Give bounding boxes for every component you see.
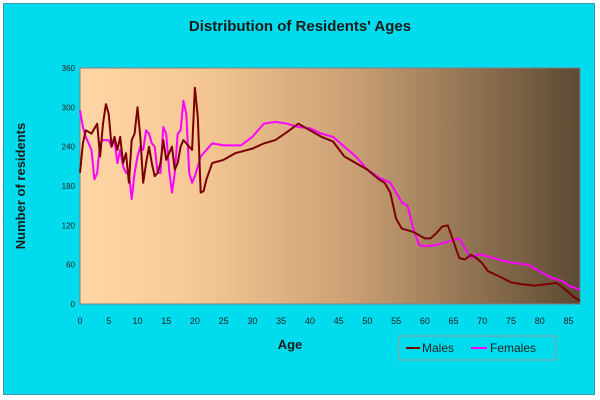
x-tick-label: 40 — [305, 316, 315, 326]
x-tick-label: 75 — [506, 316, 516, 326]
y-tick-label: 0 — [71, 300, 76, 309]
y-tick-label: 300 — [62, 103, 76, 112]
legend-males-label: Males — [422, 341, 454, 355]
y-axis-label: Number of residents — [13, 123, 28, 249]
y-tick-label: 360 — [62, 64, 76, 73]
x-tick-label: 10 — [132, 316, 142, 326]
chart-title: Distribution of Residents' Ages — [189, 18, 411, 35]
x-tick-label: 85 — [563, 316, 573, 326]
y-tick-label: 60 — [66, 261, 75, 270]
plot-area — [79, 67, 581, 305]
x-tick-label: 25 — [219, 316, 229, 326]
x-tick-label: 35 — [276, 316, 286, 326]
x-tick-label: 50 — [362, 316, 372, 326]
legend-box — [398, 335, 557, 361]
x-axis-label: Age — [278, 337, 303, 352]
y-tick-label: 120 — [62, 221, 76, 230]
x-tick-label: 60 — [420, 316, 430, 326]
x-tick-label: 0 — [77, 316, 82, 326]
series-line-females — [79, 99, 581, 291]
x-tick-label: 5 — [106, 316, 111, 326]
x-tick-label: 45 — [334, 316, 344, 326]
x-tick-label: 55 — [391, 316, 401, 326]
legend-females-label: Females — [490, 341, 536, 355]
legend: Males Females — [398, 335, 557, 361]
x-tick-label: 20 — [190, 316, 200, 326]
x-tick-label: 15 — [161, 316, 171, 326]
x-tick-label: 70 — [477, 316, 487, 326]
x-tick-label: 65 — [449, 316, 459, 326]
x-axis-ticks: 0 5 10 15 20 25 30 35 40 45 50 55 60 65 70 75 80 85 — [77, 316, 573, 326]
y-tick-label: 240 — [62, 143, 76, 152]
y-axis-ticks: 0 60 120 180 240 300 360 — [62, 64, 76, 309]
series-line-males — [79, 86, 581, 302]
series-layer — [79, 86, 581, 302]
x-tick-label: 80 — [535, 316, 545, 326]
x-tick-label: 30 — [247, 316, 257, 326]
y-tick-label: 180 — [62, 182, 76, 191]
